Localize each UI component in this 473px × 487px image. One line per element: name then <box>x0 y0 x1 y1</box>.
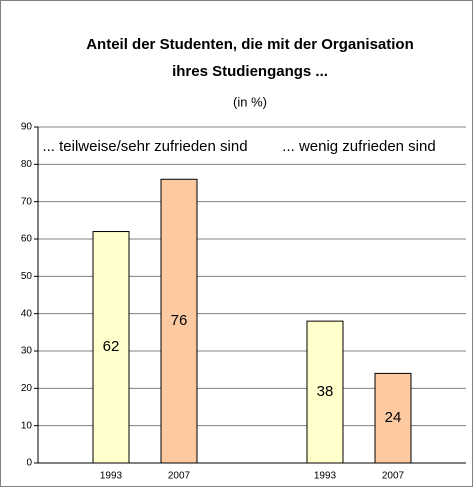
data-label: 76 <box>171 312 188 329</box>
bar <box>160 178 198 464</box>
chart-title-line: ihres Studiengangs ... <box>172 63 328 80</box>
bar <box>92 231 130 464</box>
y-tick-label: 20 <box>21 383 33 394</box>
x-tick-label: 2007 <box>168 471 191 482</box>
y-tick-label: 30 <box>21 346 33 357</box>
y-tick-label: 40 <box>21 308 33 319</box>
x-tick-label: 1993 <box>100 471 123 482</box>
y-tick-label: 60 <box>21 234 33 245</box>
chart-subtitle: (in %) <box>233 94 267 109</box>
y-tick-label: 70 <box>21 196 33 207</box>
y-tick-label: 10 <box>21 420 33 431</box>
group-label: ... wenig zufrieden sind <box>282 138 435 155</box>
x-tick-label: 1993 <box>314 471 337 482</box>
y-tick-label: 50 <box>21 271 33 282</box>
chart-title-line: Anteil der Studenten, die mit der Organi… <box>86 36 414 53</box>
y-tick-label: 90 <box>21 122 33 133</box>
data-label: 24 <box>385 409 402 426</box>
y-tick-label: 0 <box>26 458 32 469</box>
x-tick-label: 2007 <box>382 471 405 482</box>
data-label: 38 <box>317 383 334 400</box>
bar <box>374 372 412 464</box>
data-label: 62 <box>103 338 120 355</box>
group-label: ... teilweise/sehr zufrieden sind <box>42 138 247 155</box>
bar <box>306 320 344 464</box>
y-tick-label: 80 <box>21 159 33 170</box>
